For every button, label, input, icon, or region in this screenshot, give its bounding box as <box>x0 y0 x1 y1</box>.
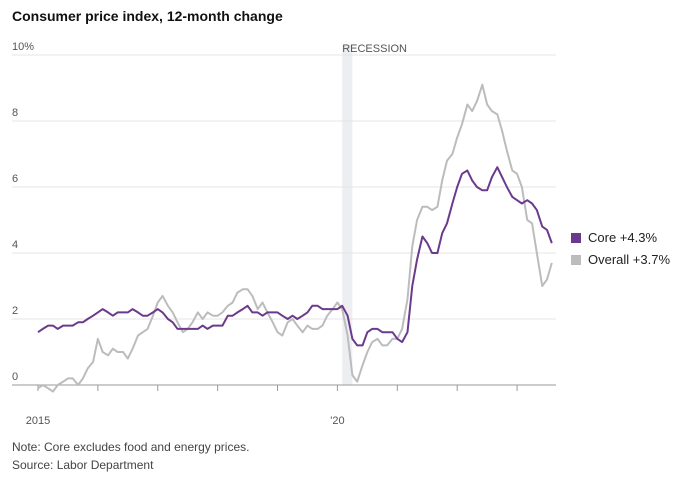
y-tick-label: 4 <box>12 239 18 251</box>
note: Note: Core excludes food and energy pric… <box>12 440 249 454</box>
legend-label: Overall +3.7% <box>588 252 670 267</box>
legend-swatch <box>571 255 581 265</box>
series-line <box>37 83 553 393</box>
series-line <box>37 166 553 347</box>
recession-label: RECESSION <box>342 43 407 55</box>
x-tick-label: '20 <box>330 415 344 427</box>
chart-title: Consumer price index, 12-month change <box>12 8 283 24</box>
y-tick-label: 10% <box>12 41 34 53</box>
legend-swatch <box>571 233 581 243</box>
legend-label: Core +4.3% <box>588 230 657 245</box>
y-tick-label: 8 <box>12 107 18 119</box>
y-tick-label: 6 <box>12 173 18 185</box>
recession-band <box>342 45 353 385</box>
y-tick-label: 0 <box>12 371 18 383</box>
source: Source: Labor Department <box>12 458 154 472</box>
y-tick-label: 2 <box>12 305 18 317</box>
x-tick-label: 2015 <box>26 415 50 427</box>
